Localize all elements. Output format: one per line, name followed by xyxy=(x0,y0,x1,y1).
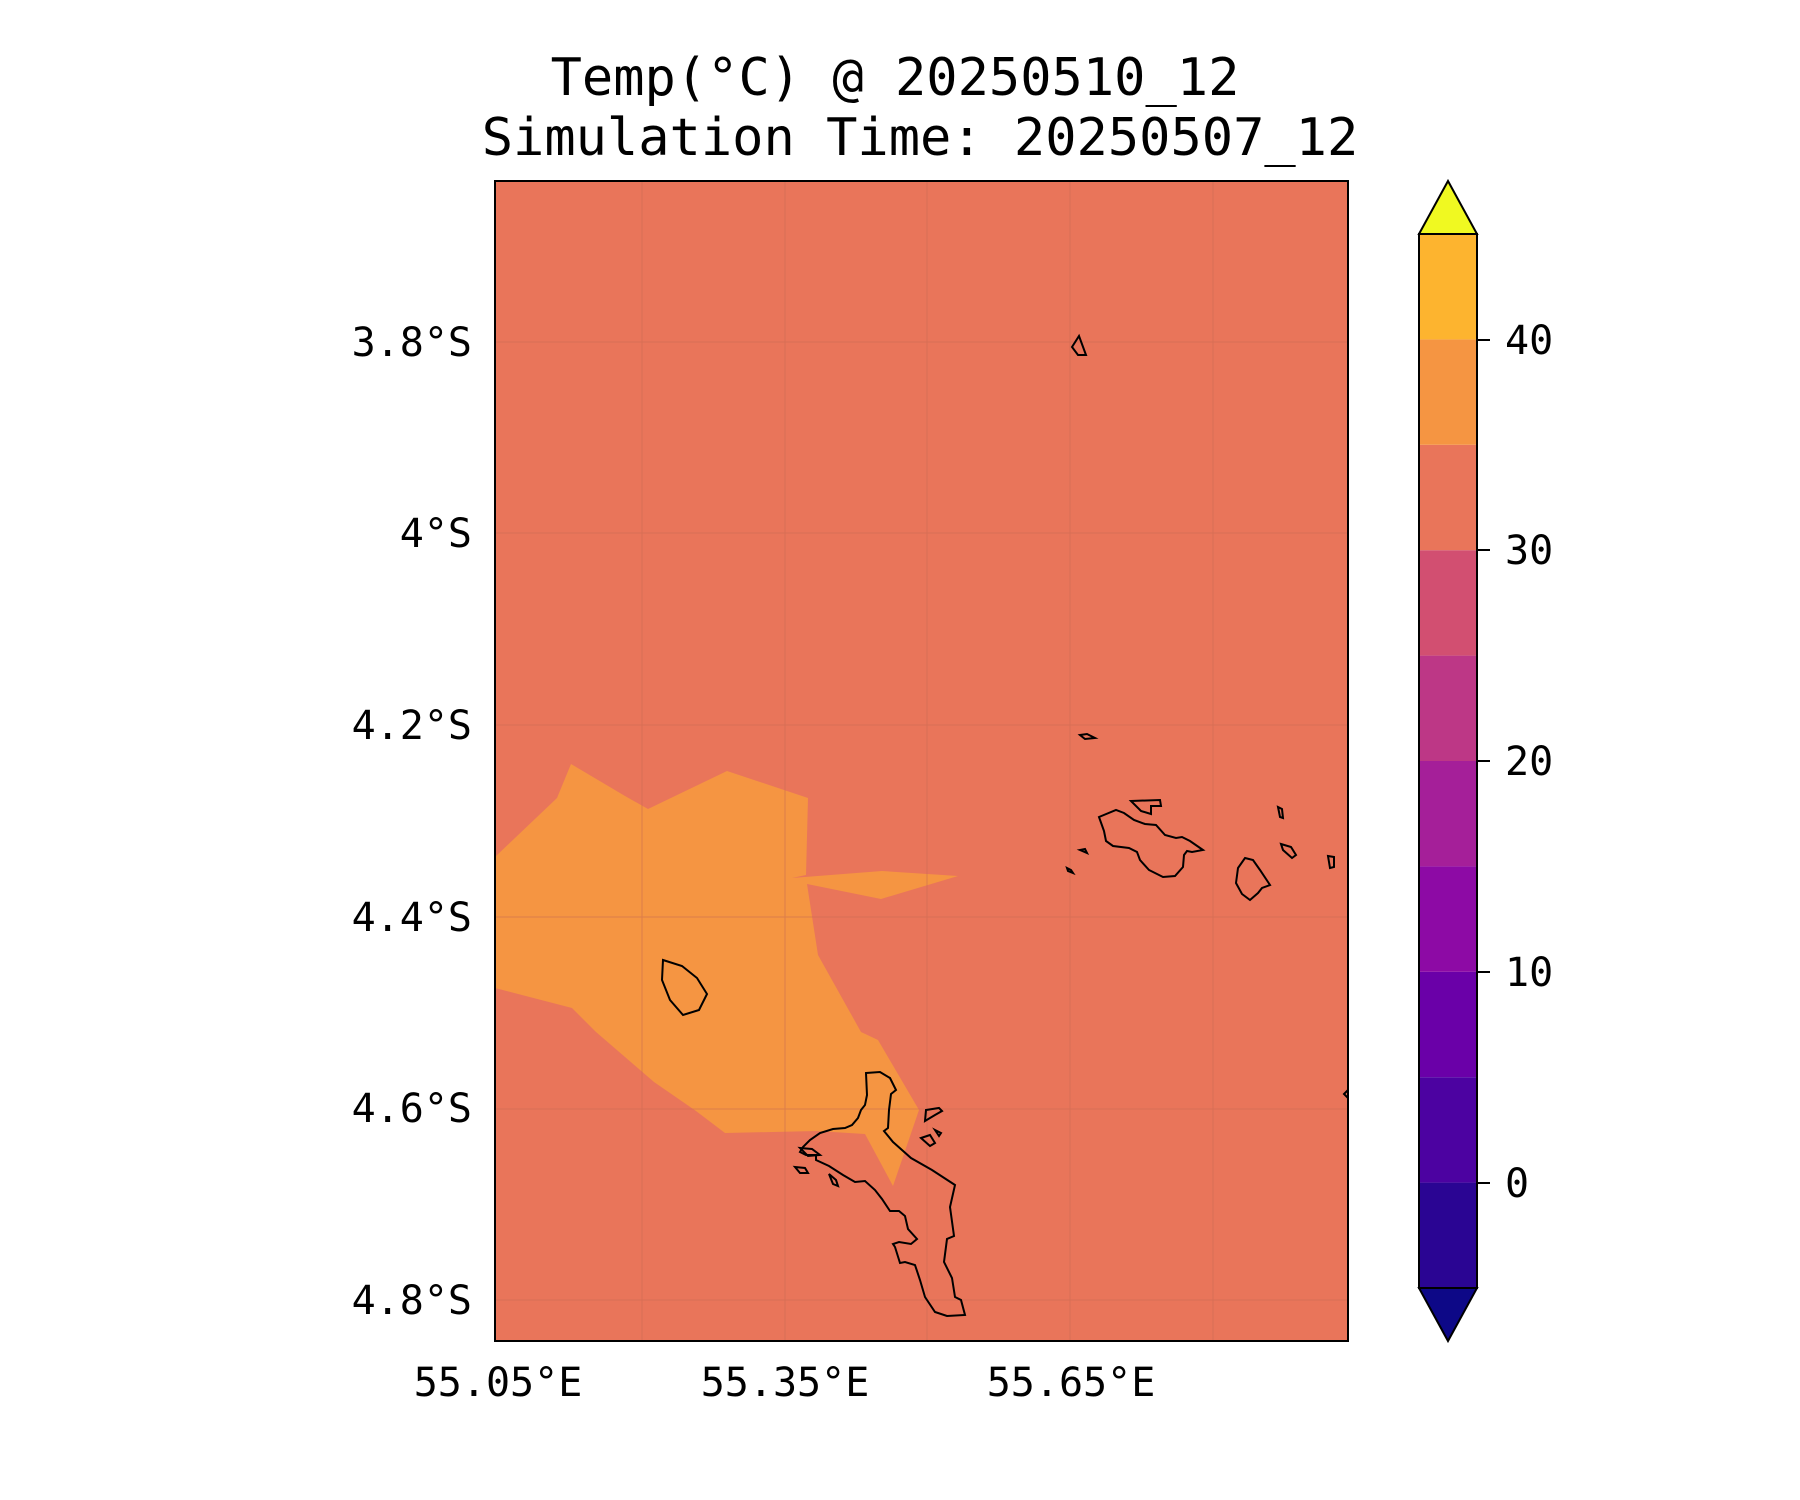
colorbar-tick-label: 20 xyxy=(1505,739,1553,785)
island-silhouette xyxy=(660,958,709,1017)
island-small-west-praslin xyxy=(1076,847,1090,855)
island-felicite xyxy=(1234,856,1272,902)
island-mahe-west-islet-1 xyxy=(797,1146,823,1158)
temperature-field xyxy=(495,181,1348,1341)
island-praslin xyxy=(1097,808,1206,879)
colorbar-extend-top xyxy=(1417,178,1479,235)
title-block: Temp(°C) @ 20250510_12 Simulation Time: … xyxy=(0,0,1800,180)
lat-tick-label: 4.8°S xyxy=(352,1278,472,1324)
warm-temperature-patch xyxy=(495,764,958,1186)
colorbar-segment xyxy=(1419,655,1477,761)
colorbar-segment xyxy=(1419,444,1477,551)
island-ste-anne-1 xyxy=(923,1106,944,1123)
island-east-islet xyxy=(1326,854,1335,870)
coastlines xyxy=(660,333,1349,1318)
lat-tick-label: 4.2°S xyxy=(352,703,472,749)
island-aride-islet xyxy=(1276,805,1285,820)
map-frame xyxy=(494,180,1349,1342)
island-mahe xyxy=(798,1070,967,1318)
colorbar-extend-bottom xyxy=(1417,1287,1479,1344)
x-axis: 55.05°E 55.35°E 55.65°E xyxy=(414,1360,1156,1406)
island-cousin xyxy=(1065,866,1076,876)
colorbar-segment xyxy=(1419,1182,1477,1288)
island-ste-anne-3 xyxy=(932,1127,943,1138)
y-axis: 3.8°S 4°S 4.2°S 4.4°S 4.6°S 4.8°S xyxy=(352,320,472,1324)
colorbar-segment xyxy=(1419,971,1477,1078)
colorbar-segment xyxy=(1419,1077,1477,1183)
colorbar-segment xyxy=(1419,866,1477,972)
island-mahe-west-islet-2 xyxy=(792,1165,810,1174)
lon-tick-label: 55.35°E xyxy=(701,1360,870,1406)
colorbar-segment xyxy=(1419,761,1477,867)
island-la-digue xyxy=(1279,842,1298,860)
gridlines xyxy=(495,181,1348,1341)
island-curieuse xyxy=(1128,798,1163,816)
lon-tick-label: 55.65°E xyxy=(987,1360,1156,1406)
colorbar-tick-label: 0 xyxy=(1505,1161,1529,1207)
colorbar-segment xyxy=(1419,339,1477,445)
colorbar-tick-label: 40 xyxy=(1505,318,1553,364)
colorbar-tick-label: 10 xyxy=(1505,950,1553,996)
lat-tick-label: 4.4°S xyxy=(352,895,472,941)
lat-tick-label: 4.6°S xyxy=(352,1086,472,1132)
title-line-1: Temp(°C) @ 20250510_12 xyxy=(550,48,1240,108)
colorbar-segment xyxy=(1419,550,1477,656)
colorbar-segment xyxy=(1419,234,1477,340)
title-line-2: Simulation Time: 20250507_12 xyxy=(481,108,1359,168)
colorbar: 0 10 20 30 40 xyxy=(1417,178,1553,1344)
lat-tick-label: 4°S xyxy=(400,511,472,557)
island-ste-anne-2 xyxy=(919,1133,937,1148)
colorbar-segments xyxy=(1419,234,1477,1288)
map-panel xyxy=(494,180,1349,1342)
island-edge-east xyxy=(1342,1089,1349,1099)
island-small-sliver xyxy=(1077,732,1099,741)
island-tiny-north xyxy=(1070,333,1088,356)
lat-tick-label: 3.8°S xyxy=(352,320,472,366)
colorbar-tick-label: 30 xyxy=(1505,528,1553,574)
colorbar-ticks xyxy=(1477,339,1490,1184)
island-mahe-west-islet-3 xyxy=(828,1173,840,1188)
lon-tick-label: 55.05°E xyxy=(414,1360,583,1406)
